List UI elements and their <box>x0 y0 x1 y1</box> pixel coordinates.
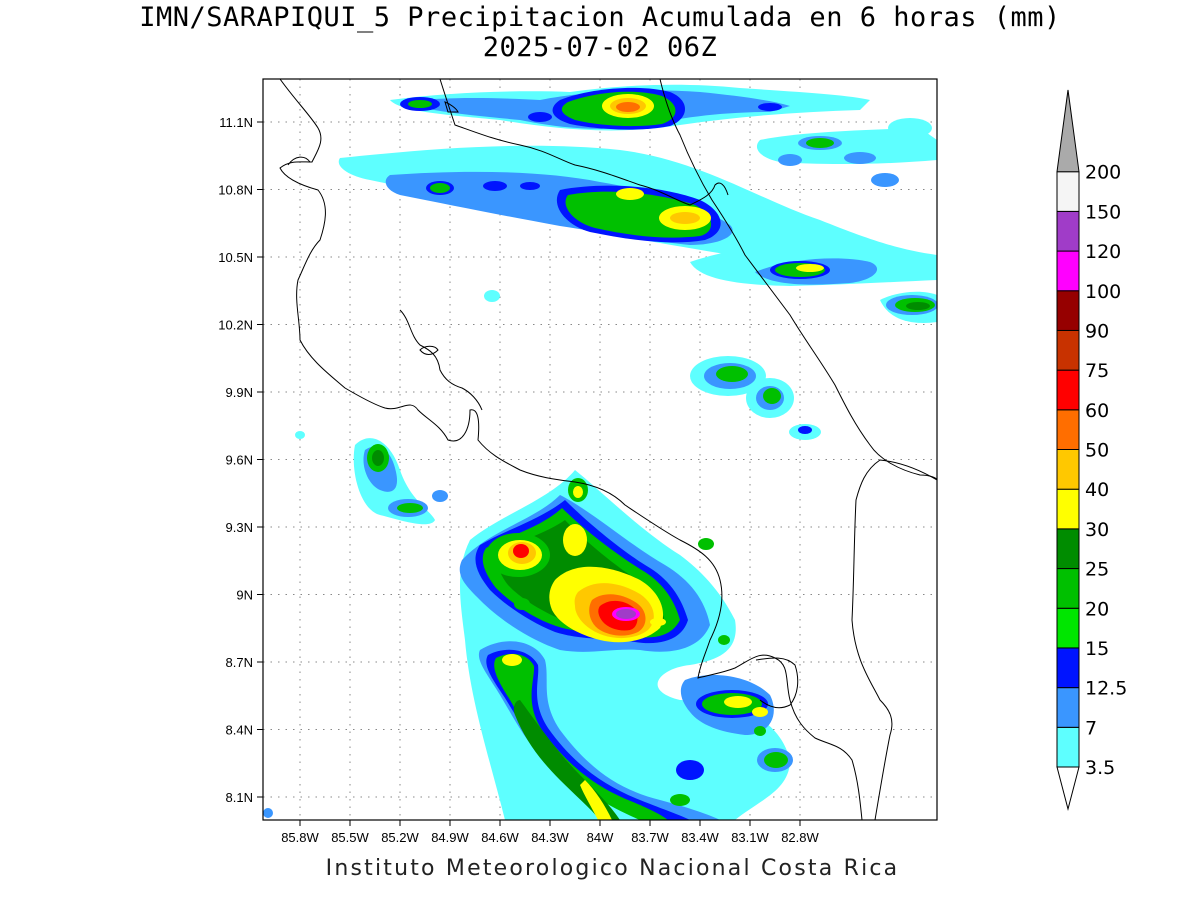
y-tick-label: 9.6N <box>226 453 253 468</box>
y-tick-label: 9.3N <box>226 520 253 535</box>
x-tick-label: 84.6W <box>481 830 519 845</box>
colorbar-swatch <box>1056 647 1080 689</box>
colorbar-label: 30 <box>1085 519 1109 541</box>
y-tick-label: 10.8N <box>218 183 253 198</box>
colorbar-label: 12.5 <box>1085 678 1127 700</box>
colorbar-label: 90 <box>1085 320 1109 342</box>
colorbar-swatch <box>1056 449 1080 490</box>
y-axis: 11.1N 10.8N 10.5N 10.2N 9.9N 9.6N 9.3N 9N 8.7N 8.… <box>218 115 263 805</box>
y-tick-label: 8.4N <box>226 723 253 738</box>
rain-storm-south <box>263 470 793 820</box>
colorbar-label: 150 <box>1085 201 1121 223</box>
x-tick-label: 84.9W <box>431 830 469 845</box>
y-tick-label: 11.1N <box>219 115 253 130</box>
y-tick-label: 9.9N <box>226 385 253 400</box>
x-axis: 85.8W 85.5W 85.2W 84.9W 84.6W 84.3W 84W 83.7W 83… <box>281 820 820 845</box>
y-tick-label: 10.5N <box>218 250 253 265</box>
colorbar-top-arrow <box>1056 89 1080 173</box>
colorbar-label: 100 <box>1085 281 1121 303</box>
x-tick-label: 84.3W <box>531 830 569 845</box>
x-tick-label: 83.4W <box>681 830 719 845</box>
colorbar-label: 20 <box>1085 598 1109 620</box>
colorbar-swatch <box>1056 568 1080 609</box>
colorbar-swatch <box>1056 409 1080 450</box>
y-tick-label: 9N <box>236 588 253 603</box>
colorbar-swatch <box>1056 607 1080 649</box>
map-date: 2025-07-02 06Z <box>482 32 718 63</box>
colorbar: 3.5 7 12.5 15 20 25 30 40 50 60 75 90 100 120 150 200 <box>1056 89 1127 811</box>
x-tick-label: 82.8W <box>781 830 819 845</box>
colorbar-label: 3.5 <box>1085 757 1115 779</box>
colorbar-label: 25 <box>1085 559 1109 581</box>
x-tick-label: 83.1W <box>731 830 769 845</box>
x-tick-label: 85.8W <box>281 830 319 845</box>
rain-band-north <box>338 84 937 323</box>
colorbar-swatch <box>1056 250 1080 292</box>
colorbar-label: 75 <box>1085 360 1109 382</box>
y-tick-label: 8.1N <box>226 790 253 805</box>
map-title: IMN/SARAPIQUI_5 Precipitacion Acumulada … <box>139 2 1061 33</box>
colorbar-label: 40 <box>1085 479 1109 501</box>
x-tick-label: 85.5W <box>331 830 369 845</box>
colorbar-bottom-arrow <box>1056 766 1080 811</box>
x-tick-label: 85.2W <box>381 830 419 845</box>
colorbar-swatch <box>1056 528 1080 570</box>
colorbar-label: 7 <box>1085 717 1097 739</box>
rain-cells-central <box>295 356 821 525</box>
colorbar-swatch <box>1056 171 1080 212</box>
y-tick-label: 8.7N <box>226 655 253 670</box>
colorbar-swatch <box>1056 687 1080 728</box>
colorbar-label: 200 <box>1085 162 1121 184</box>
y-tick-label: 10.2N <box>218 318 253 333</box>
precip-field <box>263 84 937 820</box>
x-tick-label: 84W <box>587 830 614 845</box>
colorbar-label: 50 <box>1085 440 1109 462</box>
colorbar-swatch <box>1056 488 1080 530</box>
colorbar-swatch <box>1056 290 1080 331</box>
colorbar-label: 60 <box>1085 400 1109 422</box>
coastlines <box>279 79 937 820</box>
colorbar-swatch <box>1056 369 1080 411</box>
colorbar-swatch <box>1056 210 1080 252</box>
footer-credit: Instituto Meteorologico Nacional Costa R… <box>325 856 900 881</box>
colorbar-label: 120 <box>1085 241 1121 263</box>
colorbar-swatch <box>1056 329 1080 371</box>
x-tick-label: 83.7W <box>631 830 669 845</box>
colorbar-label: 15 <box>1085 638 1109 660</box>
colorbar-swatch <box>1056 726 1080 768</box>
